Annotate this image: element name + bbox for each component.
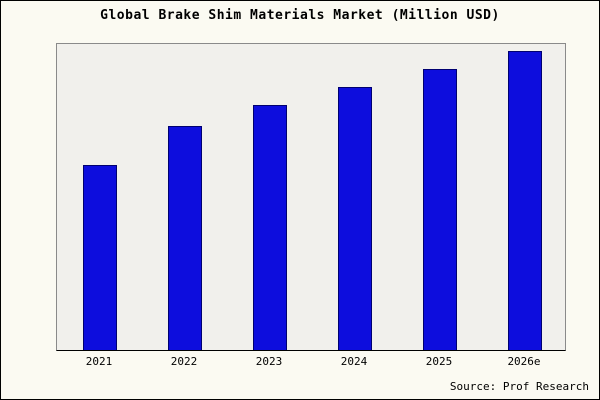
bar-2025 [423,69,457,350]
bar-2026e [508,51,542,350]
x-tick-label: 2021 [85,355,113,368]
x-tick-label: 2024 [340,355,368,368]
x-axis-labels: 2021 2022 2023 2024 2025 2026e [56,355,566,371]
bar-2021 [83,165,117,350]
bar-2024 [338,87,372,350]
bar-2022 [168,126,202,350]
source-note: Source: Prof Research [449,380,589,393]
plot-area [56,43,566,351]
bar-2023 [253,105,287,350]
chart-title: Global Brake Shim Materials Market (Mill… [100,8,500,23]
x-tick-label: 2026e [507,355,541,368]
x-tick-label: 2023 [255,355,283,368]
x-tick-label: 2022 [170,355,198,368]
x-tick-label: 2025 [425,355,453,368]
